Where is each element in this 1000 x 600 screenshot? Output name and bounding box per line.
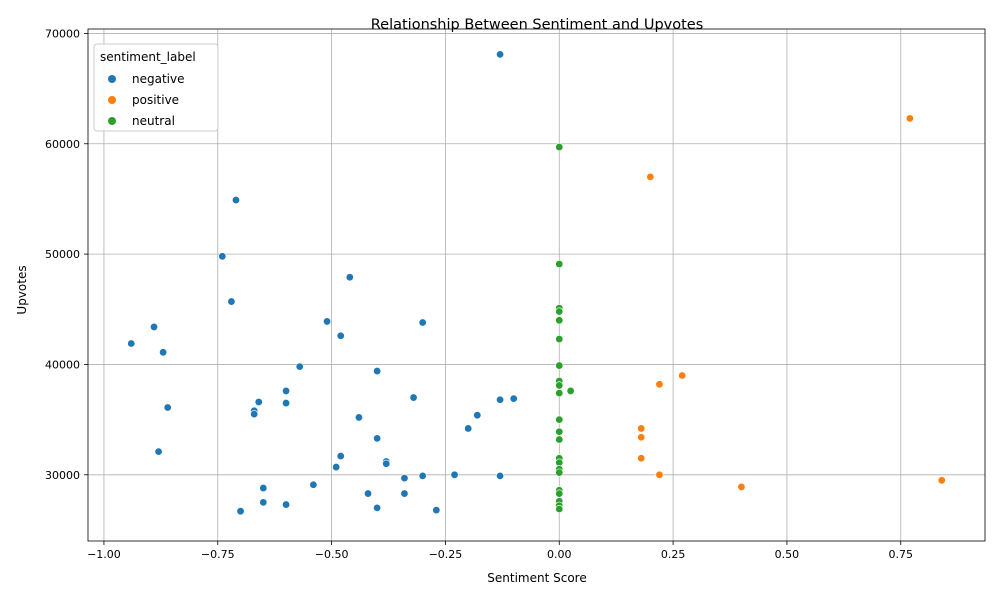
legend-label: negative [132,72,184,86]
data-point-negative [127,339,136,348]
data-point-negative [382,459,391,468]
data-point-neutral [555,361,564,370]
data-point-positive [646,172,655,181]
data-point-negative [409,393,418,402]
data-point-negative [400,489,409,498]
data-point-positive [905,114,914,123]
data-point-negative [509,394,518,403]
y-tick-label: 40000 [45,358,80,371]
data-point-neutral [555,307,564,316]
data-point-negative [496,471,505,480]
data-point-negative [295,362,304,371]
data-point-negative [354,413,363,422]
data-point-negative [254,397,263,406]
y-tick-label: 60000 [45,138,80,151]
data-point-negative [336,331,345,340]
x-tick-label: 0.25 [661,548,686,561]
data-point-positive [937,476,946,485]
data-point-negative [218,252,227,261]
legend-title: sentiment_label [100,50,196,64]
data-point-positive [637,424,646,433]
data-point-neutral [555,381,564,390]
data-point-positive [678,371,687,380]
data-point-negative [282,386,291,395]
data-point-negative [345,273,354,282]
data-point-negative [336,452,345,461]
x-tick-label: −0.50 [315,548,349,561]
data-point-neutral [555,143,564,152]
data-point-neutral [555,415,564,424]
data-point-positive [655,470,664,479]
data-point-negative [323,317,332,326]
data-point-negative [373,367,382,376]
x-tick-label: −1.00 [87,548,121,561]
data-point-negative [259,498,268,507]
y-tick-label: 50000 [45,248,80,261]
legend: sentiment_label negative positive neutral [93,43,219,132]
data-point-negative [364,489,373,498]
x-tick-label: −0.75 [201,548,235,561]
data-point-neutral [566,386,575,395]
data-point-positive [737,482,746,491]
data-point-positive [637,433,646,442]
data-points [127,50,946,516]
data-point-negative [373,503,382,512]
plot-frame [87,28,986,542]
data-point-negative [332,463,341,472]
data-point-neutral [555,458,564,467]
x-tick-label: 0.00 [547,548,572,561]
data-point-negative [163,403,172,412]
data-point-negative [496,395,505,404]
data-point-negative [450,470,459,479]
data-point-positive [655,380,664,389]
data-point-negative [282,500,291,509]
legend-marker-positive [108,96,116,104]
data-point-neutral [555,427,564,436]
legend-marker-negative [108,75,116,83]
data-point-negative [432,506,441,515]
y-tick-label: 30000 [45,469,80,482]
data-point-negative [418,471,427,480]
legend-marker-neutral [108,117,116,125]
grid [88,29,985,541]
data-point-neutral [555,468,564,477]
data-point-negative [236,507,245,516]
data-point-negative [473,411,482,420]
data-point-negative [309,480,318,489]
chart-title: Relationship Between Sentiment and Upvot… [371,17,704,33]
data-point-neutral [555,389,564,398]
data-point-negative [418,318,427,327]
y-tick-label: 70000 [45,27,80,40]
data-point-positive [637,454,646,463]
data-point-negative [282,399,291,408]
legend-label: neutral [132,114,175,128]
data-point-neutral [555,435,564,444]
data-point-negative [154,447,163,456]
data-point-negative [150,322,159,331]
x-axis-title: Sentiment Score [487,571,586,585]
x-tick-label: −0.25 [429,548,463,561]
data-point-negative [259,484,268,493]
data-point-negative [159,348,168,357]
data-point-neutral [555,316,564,325]
legend-box [93,43,219,132]
x-tick-label: 0.75 [889,548,914,561]
data-point-neutral [555,335,564,344]
data-point-neutral [555,504,564,513]
data-point-negative [464,424,473,433]
x-tick-label: 0.50 [775,548,800,561]
data-point-neutral [555,260,564,269]
data-point-negative [231,196,240,205]
data-point-negative [373,434,382,443]
data-point-neutral [555,489,564,498]
data-point-negative [400,474,409,483]
data-point-negative [250,410,259,419]
axes: −1.00 −0.75 −0.50 −0.25 0.00 0.25 0.50 0.75 3000… [45,27,986,561]
y-axis-title: Upvotes [15,265,29,314]
legend-label: positive [132,93,179,107]
data-point-negative [227,297,236,306]
data-point-negative [496,50,505,59]
